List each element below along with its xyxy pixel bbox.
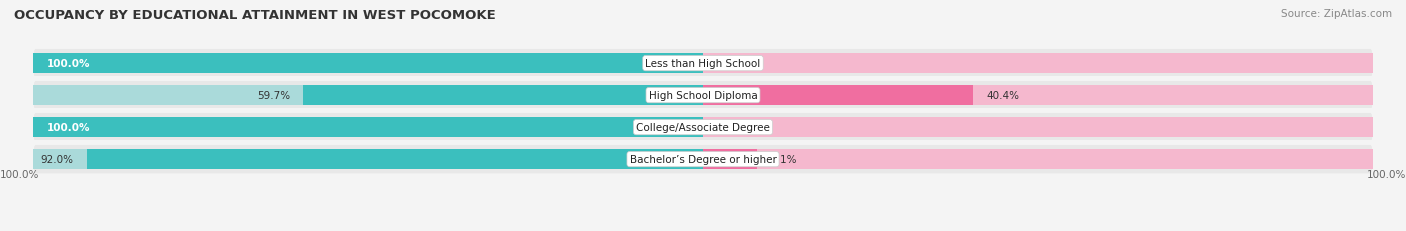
Bar: [703, 54, 1372, 74]
FancyBboxPatch shape: [34, 113, 1372, 142]
Legend: Owner-occupied, Renter-occupied: Owner-occupied, Renter-occupied: [595, 229, 811, 231]
Text: Source: ZipAtlas.com: Source: ZipAtlas.com: [1281, 9, 1392, 19]
Text: 100.0%: 100.0%: [0, 170, 39, 179]
Text: High School Diploma: High School Diploma: [648, 91, 758, 101]
Bar: [703, 118, 1372, 137]
Text: 92.0%: 92.0%: [41, 155, 73, 164]
Text: 0.0%: 0.0%: [717, 123, 742, 133]
FancyBboxPatch shape: [34, 82, 1372, 110]
Text: 0.0%: 0.0%: [717, 59, 742, 69]
Text: Bachelor’s Degree or higher: Bachelor’s Degree or higher: [630, 155, 776, 164]
FancyBboxPatch shape: [34, 145, 1372, 174]
Text: College/Associate Degree: College/Associate Degree: [636, 123, 770, 133]
Bar: [87, 150, 703, 169]
Bar: [34, 118, 703, 137]
FancyBboxPatch shape: [34, 50, 1372, 78]
Bar: [34, 86, 703, 106]
Text: 100.0%: 100.0%: [46, 123, 90, 133]
Text: Less than High School: Less than High School: [645, 59, 761, 69]
Bar: [703, 86, 1372, 106]
Bar: [703, 150, 1372, 169]
Text: OCCUPANCY BY EDUCATIONAL ATTAINMENT IN WEST POCOMOKE: OCCUPANCY BY EDUCATIONAL ATTAINMENT IN W…: [14, 9, 496, 22]
Text: 8.1%: 8.1%: [770, 155, 797, 164]
Bar: [34, 54, 703, 74]
Bar: [304, 86, 703, 106]
Bar: [703, 150, 758, 169]
Text: 100.0%: 100.0%: [1367, 170, 1406, 179]
Bar: [34, 150, 703, 169]
Bar: [703, 86, 973, 106]
Bar: [34, 54, 703, 74]
Text: 100.0%: 100.0%: [46, 59, 90, 69]
Bar: [34, 118, 703, 137]
Text: 59.7%: 59.7%: [257, 91, 290, 101]
Text: 40.4%: 40.4%: [987, 91, 1019, 101]
